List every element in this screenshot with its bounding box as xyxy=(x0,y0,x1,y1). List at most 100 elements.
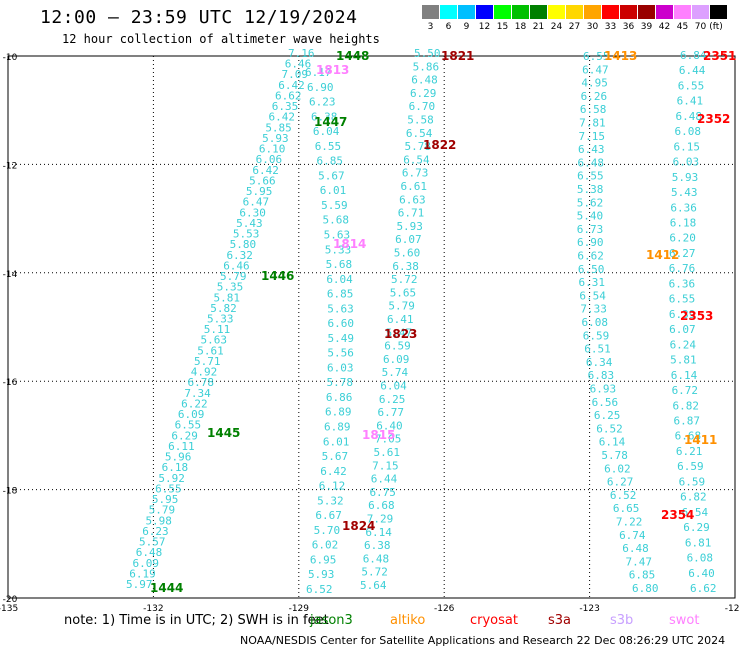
wave-height-value: 6.54 xyxy=(406,127,433,140)
wave-height-value: 5.63 xyxy=(324,228,351,241)
wave-height-value: 6.27 xyxy=(607,476,634,489)
credit-line: NOAA/NESDIS Center for Satellite Applica… xyxy=(240,634,726,647)
wave-height-value: 5.57 xyxy=(139,536,166,549)
wave-height-value: 6.41 xyxy=(387,313,414,326)
lat-tick-label: -10 xyxy=(3,53,18,63)
page-subtitle: 12 hour collection of altimeter wave hei… xyxy=(62,32,380,46)
wave-height-value: 6.06 xyxy=(256,153,283,166)
legend-swatch xyxy=(692,5,709,19)
wave-height-value: 6.82 xyxy=(672,399,699,412)
legend-swatch xyxy=(656,5,673,19)
wave-height-value: 6.30 xyxy=(239,206,266,219)
wave-height-value: 5.95 xyxy=(246,185,273,198)
page-title: 12:00 — 23:59 UTC 12/19/2024 xyxy=(40,7,358,28)
wave-height-value: 5.32 xyxy=(317,494,344,507)
pass-time-label: 1822 xyxy=(423,138,456,152)
wave-height-value: 5.33 xyxy=(325,243,352,256)
wave-height-value: 6.85 xyxy=(629,569,656,582)
wave-height-value: 6.41 xyxy=(677,95,704,108)
wave-height-value: 6.55 xyxy=(669,293,696,306)
legend-label: 33 xyxy=(604,22,617,32)
pass-time-label: 2353 xyxy=(680,309,713,323)
wave-height-value: 5.72 xyxy=(361,566,388,579)
legend-swatch xyxy=(548,5,565,19)
wave-height-value: 6.62 xyxy=(275,89,302,102)
pass-time-label: 1824 xyxy=(342,519,375,533)
pass-time-label: 2351 xyxy=(703,49,736,63)
wave-height-value: 6.48 xyxy=(411,74,438,87)
legend-swatch xyxy=(530,5,547,19)
wave-height-value: 6.71 xyxy=(398,207,425,220)
wave-height-value: 6.87 xyxy=(674,414,701,427)
legend-label: 21 xyxy=(532,22,545,32)
wave-height-value: 5.11 xyxy=(204,323,231,336)
wave-height-value: 5.66 xyxy=(249,174,276,187)
wave-height-value: 6.39 xyxy=(669,308,696,321)
wave-height-value: 7.47 xyxy=(625,555,652,568)
wave-height-value: 7.15 xyxy=(372,459,399,472)
wave-height-value: 6.42 xyxy=(278,79,305,92)
wave-height-value: 6.68 xyxy=(675,430,702,443)
wave-height-value: 6.04 xyxy=(326,273,353,286)
wave-height-value: 5.71 xyxy=(194,355,221,368)
wave-height-value: 6.40 xyxy=(376,419,403,432)
wave-height-value: 6.48 xyxy=(136,546,163,559)
wave-height-value: 6.59 xyxy=(384,340,411,353)
wave-height-value: 6.67 xyxy=(315,509,342,522)
wave-height-value: 5.78 xyxy=(405,140,432,153)
lat-tick-label: -16 xyxy=(3,378,18,388)
legend-label: 18 xyxy=(514,22,527,32)
wave-height-value: 5.40 xyxy=(577,210,604,223)
wave-height-value: 6.51 xyxy=(584,343,611,356)
wave-height-value: 6.86 xyxy=(326,391,353,404)
wave-height-value: 6.47 xyxy=(243,196,270,209)
wave-height-value: 5.81 xyxy=(213,291,240,304)
footer-note: note: 1) Time is in UTC; 2) SWH is in fe… xyxy=(64,613,329,628)
wave-height-value: 6.72 xyxy=(672,384,699,397)
wave-height-value: 6.59 xyxy=(677,460,704,473)
wave-height-value: 6.23 xyxy=(309,96,336,109)
wave-height-value: 6.75 xyxy=(369,486,396,499)
wave-height-value: 6.43 xyxy=(578,143,605,156)
pass-time-label: 1821 xyxy=(441,49,474,63)
wave-height-value: 6.35 xyxy=(272,100,299,113)
wave-height-value: 6.58 xyxy=(580,103,607,116)
wave-height-value: 6.52 xyxy=(610,489,637,502)
wave-height-value: 5.97 xyxy=(126,578,153,591)
lon-tick-label: -120 xyxy=(725,604,740,614)
wave-height-value: 6.95 xyxy=(310,553,337,566)
wave-height-value: 6.47 xyxy=(582,63,609,76)
wave-height-value: 5.33 xyxy=(207,313,234,326)
wave-height-value: 6.54 xyxy=(579,289,606,302)
wave-height-value: 6.31 xyxy=(579,276,606,289)
satellite-name: cryosat xyxy=(470,613,518,628)
wave-height-value: 6.11 xyxy=(168,440,195,453)
wave-height-value: 6.29 xyxy=(171,429,198,442)
wave-height-value: 6.09 xyxy=(383,353,410,366)
wave-height-value: 6.93 xyxy=(590,383,617,396)
wave-height-value: 6.82 xyxy=(680,491,707,504)
wave-height-value: 7.15 xyxy=(579,130,606,143)
wave-height-value: 6.19 xyxy=(129,567,156,580)
legend-swatch xyxy=(584,5,601,19)
wave-height-value: 5.64 xyxy=(360,579,387,592)
wave-height-value: 6.74 xyxy=(619,529,646,542)
wave-height-value: 6.18 xyxy=(670,217,697,230)
lon-tick-label: -126 xyxy=(434,604,455,614)
lat-tick-label: -12 xyxy=(3,161,18,171)
wave-height-value: 5.62 xyxy=(577,196,604,209)
wave-height-value: 5.43 xyxy=(236,217,263,230)
wave-height-value: 5.68 xyxy=(326,258,353,271)
wave-height-value: 5.92 xyxy=(158,472,185,485)
wave-height-value: 6.83 xyxy=(588,369,615,382)
wave-height-value: 5.67 xyxy=(318,169,345,182)
wave-height-value: 6.62 xyxy=(577,250,604,263)
wave-height-value: 6.55 xyxy=(315,140,342,153)
wave-height-value: 6.65 xyxy=(613,502,640,515)
wave-height-value: 6.38 xyxy=(311,110,338,123)
wave-height-value: 6.09 xyxy=(178,408,205,421)
wave-height-value: 4.92 xyxy=(191,366,218,379)
legend-swatch xyxy=(494,5,511,19)
wave-height-value: 5.53 xyxy=(233,228,259,241)
